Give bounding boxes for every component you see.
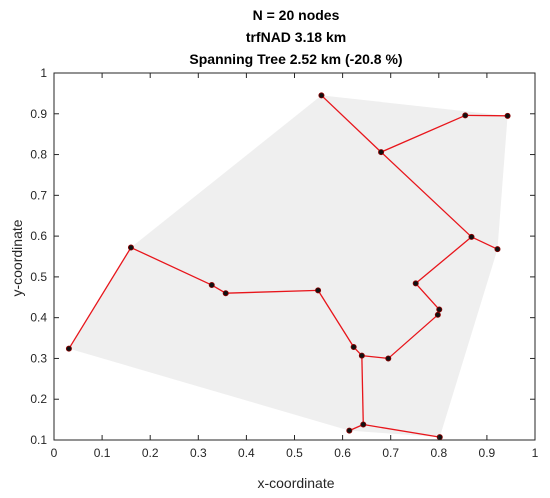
x-tick-label-6: 0.6 xyxy=(334,446,351,460)
x-tick-label-1: 0.1 xyxy=(94,446,111,460)
tree-edge-12 xyxy=(225,289,319,294)
node-point-10 xyxy=(412,280,419,287)
tree-edge-3 xyxy=(380,151,472,238)
x-tick-label-4: 0.4 xyxy=(238,446,255,460)
y-tick-label-9: 1 xyxy=(40,66,47,80)
node-point-0 xyxy=(318,92,325,99)
tree-edge-1 xyxy=(380,114,466,153)
tree-edge-18 xyxy=(363,423,440,438)
x-tick-label-8: 0.8 xyxy=(430,446,447,460)
node-point-1 xyxy=(462,112,469,119)
node-point-9 xyxy=(315,287,322,294)
y-tick-label-8: 0.9 xyxy=(30,107,47,121)
node-point-15 xyxy=(358,352,365,359)
node-point-7 xyxy=(208,282,215,289)
node-point-12 xyxy=(434,311,441,318)
node-point-13 xyxy=(65,345,72,352)
x-tick-label-2: 0.2 xyxy=(142,446,159,460)
hull-region xyxy=(68,95,508,438)
tree-edge-14 xyxy=(130,246,213,286)
tree-edge-6 xyxy=(415,282,440,310)
node-point-4 xyxy=(468,233,475,240)
y-tick-label-3: 0.4 xyxy=(30,311,47,325)
plot-area: 0 0.1 0.2 0.3 0.4 0.5 0.6 0.7 0.8 0.9 1 0.1 0.2 0.3 0.… xyxy=(30,66,538,460)
title-line-3: Spanning Tree 2.52 km (-20.8 %) xyxy=(189,51,402,67)
node-point-8 xyxy=(222,290,229,297)
node-point-16 xyxy=(385,355,392,362)
node-point-17 xyxy=(346,427,353,434)
x-tick-label-10: 1 xyxy=(532,446,539,460)
y-tick-label-7: 0.8 xyxy=(30,148,47,162)
tree-edge-11 xyxy=(317,289,355,348)
y-axis-label: y-coordinate xyxy=(9,219,25,296)
node-point-3 xyxy=(378,149,385,156)
tree-edge-9 xyxy=(361,354,389,360)
tree-edge-0 xyxy=(320,94,382,153)
node-point-5 xyxy=(494,246,501,253)
node-point-2 xyxy=(504,112,511,119)
x-tick-label-3: 0.3 xyxy=(190,446,207,460)
node-point-19 xyxy=(436,434,443,441)
tree-edge-5 xyxy=(415,236,472,284)
x-tick-label-9: 0.9 xyxy=(479,446,496,460)
node-point-18 xyxy=(360,421,367,428)
tree-edge-16 xyxy=(361,355,364,425)
tree-edge-15 xyxy=(68,247,132,349)
y-tick-label-6: 0.7 xyxy=(30,188,47,202)
tree-edge-4 xyxy=(471,236,498,250)
title-line-2: trfNAD 3.18 km xyxy=(246,29,346,45)
x-tick-label-7: 0.7 xyxy=(382,446,399,460)
y-tick-label-0: 0.1 xyxy=(30,433,47,447)
y-tick-label-5: 0.6 xyxy=(30,229,47,243)
y-tick-label-4: 0.5 xyxy=(30,270,47,284)
x-tick-label-0: 0 xyxy=(51,446,58,460)
tree-edge-8 xyxy=(387,314,439,359)
y-tick-label-2: 0.3 xyxy=(30,351,47,365)
x-tick-label-5: 0.5 xyxy=(286,446,303,460)
node-point-14 xyxy=(350,344,357,351)
x-axis-label: x-coordinate xyxy=(257,475,334,491)
node-point-6 xyxy=(127,244,134,251)
title-line-1: N = 20 nodes xyxy=(253,7,340,23)
chart-title: N = 20 nodes trfNAD 3.18 km Spanning Tre… xyxy=(189,7,402,67)
y-tick-label-1: 0.2 xyxy=(30,392,47,406)
node-point-11 xyxy=(436,306,443,313)
